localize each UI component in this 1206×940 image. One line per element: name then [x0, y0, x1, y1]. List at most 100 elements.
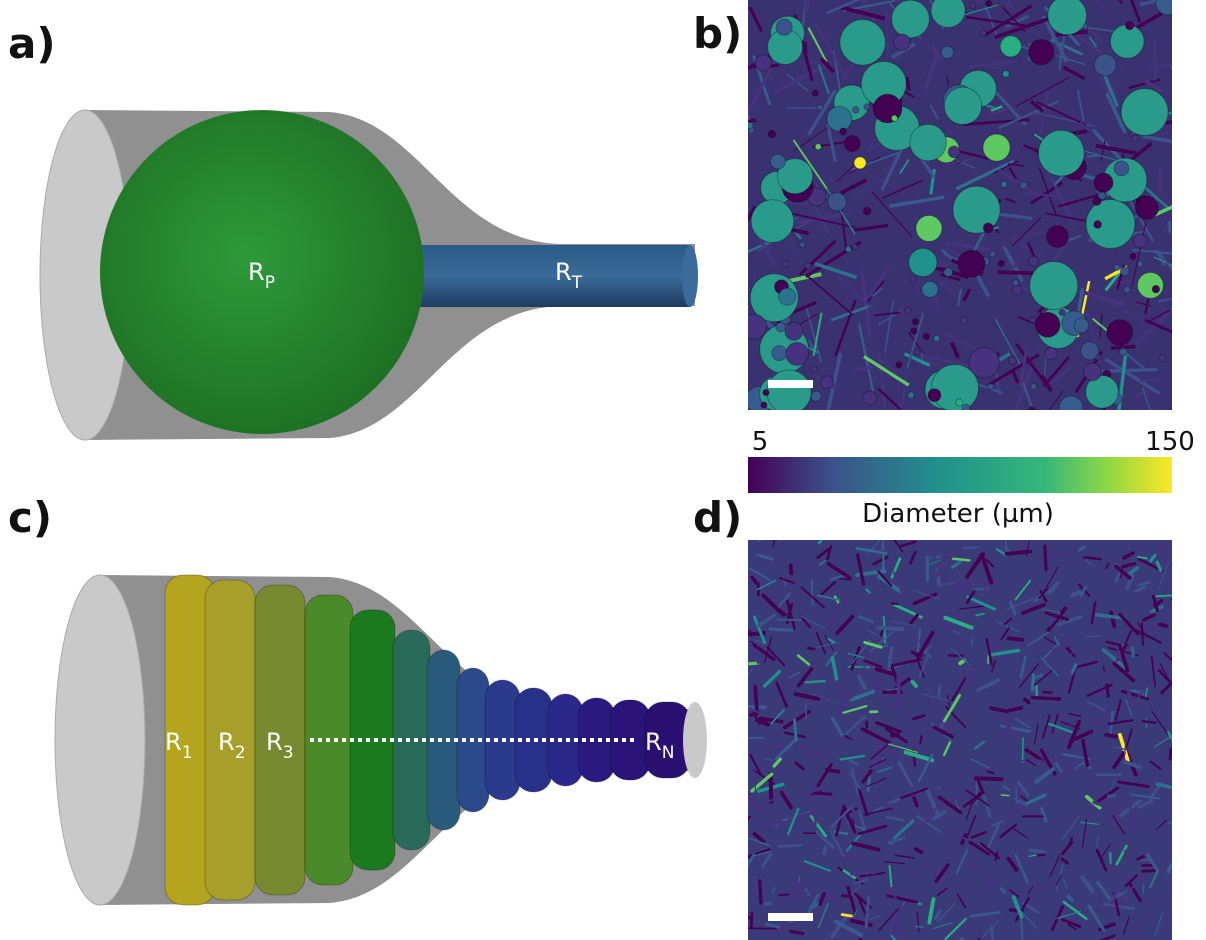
panel-label: a)	[8, 19, 56, 68]
segment	[960, 660, 964, 663]
pore	[1121, 89, 1168, 136]
panel-d: d)	[693, 493, 1190, 940]
pore	[1137, 272, 1163, 298]
subscript: 2	[235, 743, 246, 763]
pore	[779, 288, 796, 305]
pore	[863, 207, 871, 215]
subscript: 3	[283, 743, 294, 763]
segment	[842, 915, 851, 916]
pore	[811, 391, 821, 401]
pore	[821, 376, 834, 389]
throat	[1155, 41, 1156, 81]
pore	[854, 157, 866, 169]
segment	[898, 678, 899, 707]
throat	[1087, 156, 1097, 157]
pore	[1137, 261, 1143, 267]
symbol: R	[218, 728, 235, 756]
colorbar-gradient	[748, 457, 1172, 493]
pore	[934, 335, 940, 341]
panel-label: b)	[693, 9, 742, 58]
pore	[970, 3, 976, 9]
pore	[944, 268, 953, 277]
segment	[750, 663, 758, 664]
segment	[1142, 623, 1143, 645]
pore	[983, 134, 1010, 161]
pore	[1119, 348, 1127, 356]
segment	[771, 774, 772, 802]
segment	[765, 904, 770, 905]
throat	[997, 272, 1034, 273]
pore	[910, 276, 916, 282]
pore	[1000, 36, 1021, 57]
segment	[1143, 721, 1156, 723]
segment	[1160, 542, 1163, 563]
pore	[998, 261, 1004, 267]
pore	[1120, 267, 1129, 276]
pore	[912, 319, 918, 325]
segment	[824, 848, 825, 854]
pore	[761, 402, 767, 408]
segment	[1143, 885, 1144, 894]
pore	[911, 328, 917, 334]
pore	[840, 20, 886, 66]
segment	[1068, 897, 1072, 901]
pore	[1048, 0, 1087, 35]
pore	[1008, 356, 1016, 364]
segment	[1021, 921, 1022, 939]
segment	[1030, 850, 1045, 852]
panel-label: d)	[693, 493, 742, 542]
pore	[786, 343, 809, 366]
pore	[1114, 161, 1129, 176]
segment	[915, 926, 923, 927]
segment	[953, 559, 970, 561]
pore	[746, 122, 753, 129]
segment	[965, 583, 973, 584]
pore	[1074, 318, 1089, 333]
panel-label: c)	[8, 493, 52, 542]
pore	[776, 19, 792, 35]
pore	[811, 366, 817, 372]
segment	[1129, 690, 1130, 705]
segment	[1032, 675, 1033, 690]
throat-cylinder	[405, 245, 690, 307]
segment	[842, 896, 850, 897]
pore	[894, 34, 910, 50]
segment	[791, 931, 803, 933]
segment	[884, 805, 892, 806]
pore	[1107, 320, 1133, 346]
symbol: R	[555, 258, 572, 286]
pore	[812, 90, 818, 96]
shell-end	[55, 575, 145, 905]
pore	[827, 106, 852, 131]
pore	[1152, 285, 1160, 293]
pore	[948, 146, 960, 158]
subscript: T	[571, 273, 583, 293]
pore	[955, 158, 961, 164]
colorbar: 5 150 Diameter (µm)	[748, 427, 1195, 529]
segment	[1132, 648, 1133, 656]
segment	[1016, 787, 1017, 804]
pore	[1132, 135, 1139, 142]
pore	[844, 135, 860, 151]
pore	[828, 192, 847, 211]
pore	[845, 246, 851, 252]
pore	[1159, 355, 1166, 362]
segment	[791, 565, 792, 573]
pore	[960, 317, 967, 324]
scale-bar	[768, 913, 813, 921]
pore	[986, 0, 992, 6]
pore	[928, 389, 941, 402]
segment	[868, 778, 869, 791]
pore	[817, 104, 823, 110]
pore	[988, 384, 994, 390]
segment	[1156, 595, 1174, 596]
segment	[814, 793, 831, 794]
throat	[1161, 168, 1162, 192]
segment	[1007, 551, 1031, 553]
colorbar-min: 5	[752, 427, 769, 457]
pore	[1081, 342, 1099, 360]
pore	[1094, 221, 1102, 229]
pore	[1094, 54, 1116, 76]
throat-end	[682, 245, 698, 307]
pore	[1029, 40, 1054, 65]
